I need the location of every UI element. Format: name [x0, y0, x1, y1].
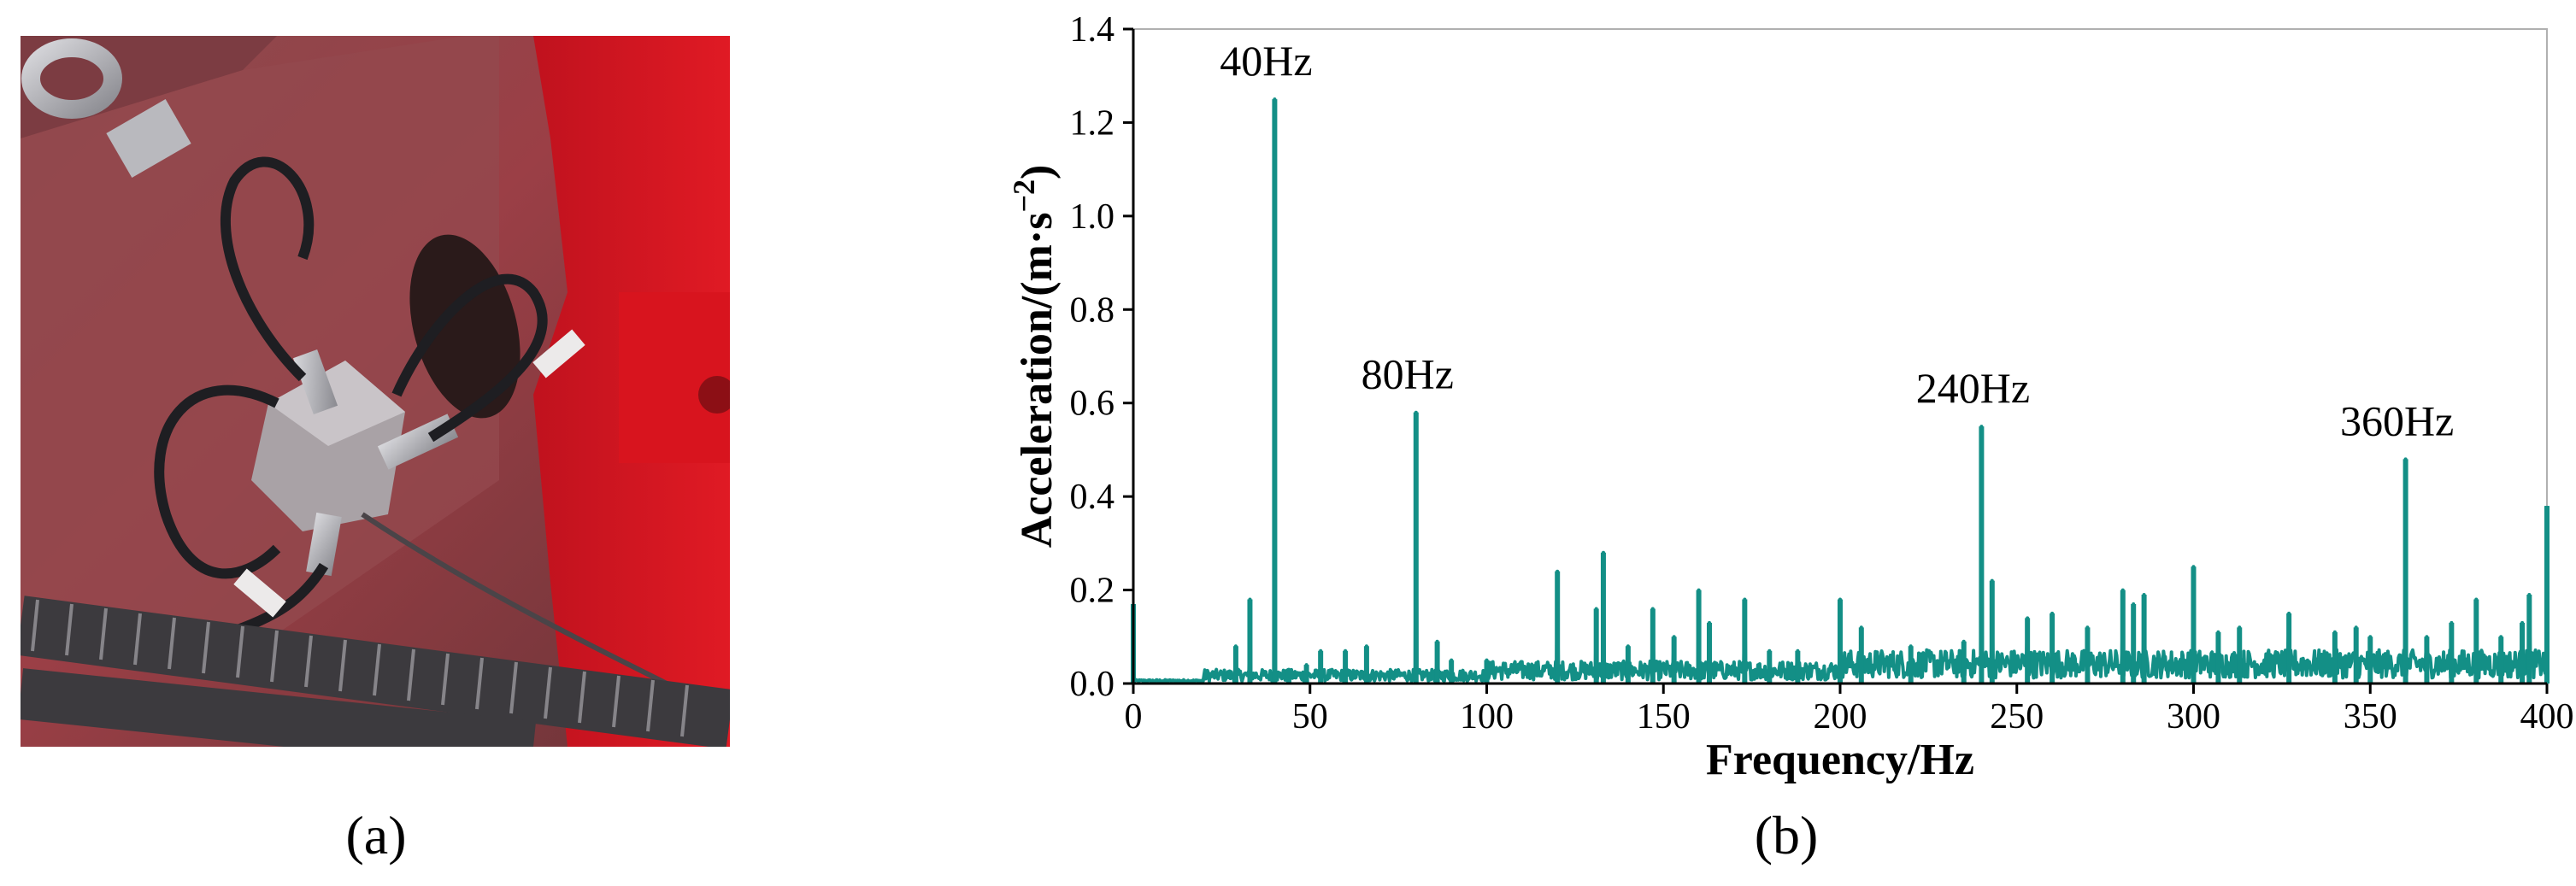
x-tick-label: 150 [1637, 697, 1691, 736]
photo-sensor-icon [21, 36, 730, 747]
caption-a: (a) [345, 805, 407, 865]
y-axis-title-main: Acceleration/(m·s [1013, 213, 1062, 549]
x-tick-label: 0 [1125, 697, 1143, 736]
peak-annotation: 240Hz [1916, 364, 2030, 412]
plot-frame [1132, 28, 2548, 684]
y-tick-label: 1.0 [1070, 197, 1115, 237]
peak-annotation: 80Hz [1362, 350, 1454, 398]
x-tick-label: 50 [1292, 697, 1328, 736]
axes-layer: 0 50 100 150 200 250 300 350 400 0.0 0.2 0.4 0.6 0.8 1… [1070, 10, 2574, 736]
labels-layer: 40Hz 80Hz 240Hz 360Hz [1220, 37, 2454, 444]
y-tick-label: 1.2 [1070, 103, 1115, 143]
x-tick-label: 350 [2344, 697, 2397, 736]
x-axis-title: Frequency/Hz [1706, 736, 1974, 784]
y-tick-label: 0.8 [1070, 290, 1115, 330]
y-axis-title: Acceleration/(m·s−2) [1007, 165, 1062, 549]
y-tick-label: 0.4 [1070, 478, 1115, 517]
y-tick-label: 0.6 [1070, 384, 1115, 424]
peak-annotation: 40Hz [1220, 37, 1312, 85]
x-tick-label: 200 [1814, 697, 1867, 736]
series-line [1132, 97, 2549, 684]
caption-b: (b) [1754, 805, 1819, 865]
y-tick-label: 0.2 [1070, 572, 1115, 611]
x-tick-label: 250 [1990, 697, 2044, 736]
y-tick-label: 1.4 [1070, 10, 1115, 50]
y-axis-title-sup: −2 [1007, 179, 1041, 213]
series-layer [1131, 97, 2550, 684]
y-tick-label: 0.0 [1070, 665, 1115, 704]
y-axis-title-end: ) [1013, 165, 1062, 179]
peak-annotation: 360Hz [2340, 396, 2454, 444]
x-tick-label: 100 [1460, 697, 1514, 736]
x-tick-label: 300 [2167, 697, 2220, 736]
sensor-photo [21, 36, 730, 747]
x-tick-label: 400 [2520, 697, 2574, 736]
